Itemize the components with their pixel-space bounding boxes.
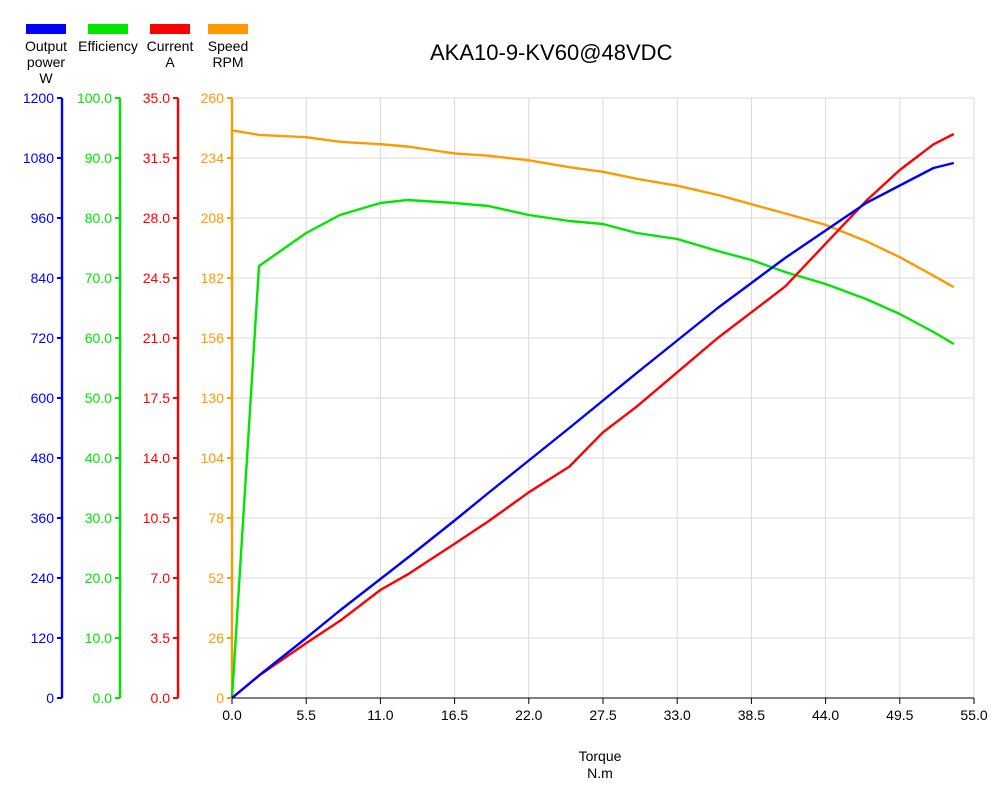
legend-label-efficiency: Efficiency [73,38,143,54]
svg-text:182: 182 [201,270,225,286]
legend-swatch-current [150,24,190,34]
chart-svg: 0.0 5.5 11.0 16.5 22.0 27.5 33.0 38.5 44.0 49.5 55… [0,0,1000,811]
svg-text:38.5: 38.5 [738,707,765,723]
svg-text:30.0: 30.0 [85,510,112,526]
svg-text:130: 130 [201,390,225,406]
svg-text:31.5: 31.5 [143,150,170,166]
svg-text:0.0: 0.0 [93,690,113,706]
svg-text:20.0: 20.0 [85,570,112,586]
svg-text:7.0: 7.0 [151,570,171,586]
svg-text:0.0: 0.0 [222,707,242,723]
svg-text:260: 260 [201,90,225,106]
svg-text:26: 26 [208,630,224,646]
svg-text:1080: 1080 [23,150,54,166]
svg-text:480: 480 [31,450,55,466]
svg-text:70.0: 70.0 [85,270,112,286]
svg-text:22.0: 22.0 [515,707,542,723]
series-output_power [232,163,954,698]
svg-text:24.5: 24.5 [143,270,170,286]
series-current [232,134,954,698]
series-efficiency [232,200,954,698]
svg-text:0: 0 [216,690,224,706]
motor-performance-chart: 0.0 5.5 11.0 16.5 22.0 27.5 33.0 38.5 44.0 49.5 55… [0,0,1000,811]
svg-text:3.5: 3.5 [151,630,171,646]
svg-text:50.0: 50.0 [85,390,112,406]
svg-text:360: 360 [31,510,55,526]
svg-text:840: 840 [31,270,55,286]
svg-text:17.5: 17.5 [143,390,170,406]
svg-text:234: 234 [201,150,225,166]
chart-title: AKA10-9-KV60@48VDC [430,40,672,66]
svg-text:33.0: 33.0 [664,707,691,723]
legend-swatch-output_power [26,24,66,34]
svg-text:0.0: 0.0 [151,690,171,706]
svg-text:1200: 1200 [23,90,54,106]
legend-swatch-efficiency [88,24,128,34]
legend-label-output_power: OutputpowerW [11,38,81,86]
svg-text:104: 104 [201,450,225,466]
svg-text:52: 52 [208,570,224,586]
svg-text:44.0: 44.0 [812,707,839,723]
svg-text:240: 240 [31,570,55,586]
svg-text:960: 960 [31,210,55,226]
svg-text:21.0: 21.0 [143,330,170,346]
svg-text:5.5: 5.5 [296,707,316,723]
series-speed [232,130,954,287]
svg-text:14.0: 14.0 [143,450,170,466]
legend-swatch-speed [208,24,248,34]
svg-text:28.0: 28.0 [143,210,170,226]
svg-text:11.0: 11.0 [367,707,393,723]
svg-text:156: 156 [201,330,225,346]
svg-text:208: 208 [201,210,225,226]
svg-text:16.5: 16.5 [441,707,468,723]
svg-text:10.0: 10.0 [85,630,112,646]
legend-label-speed: SpeedRPM [193,38,263,70]
svg-text:49.5: 49.5 [886,707,913,723]
svg-text:120: 120 [31,630,55,646]
svg-text:600: 600 [31,390,55,406]
x-axis-unit-text: N.m [587,765,613,781]
svg-text:720: 720 [31,330,55,346]
svg-text:10.5: 10.5 [143,510,170,526]
x-axis-label-text: Torque [579,748,622,764]
svg-text:27.5: 27.5 [589,707,616,723]
svg-text:60.0: 60.0 [85,330,112,346]
svg-text:0: 0 [46,690,54,706]
svg-text:80.0: 80.0 [85,210,112,226]
svg-text:78: 78 [208,510,224,526]
svg-text:40.0: 40.0 [85,450,112,466]
x-axis-label: Torque N.m [560,748,640,782]
svg-text:55.0: 55.0 [960,707,987,723]
svg-text:100.0: 100.0 [77,90,112,106]
svg-text:90.0: 90.0 [85,150,112,166]
svg-text:35.0: 35.0 [143,90,170,106]
